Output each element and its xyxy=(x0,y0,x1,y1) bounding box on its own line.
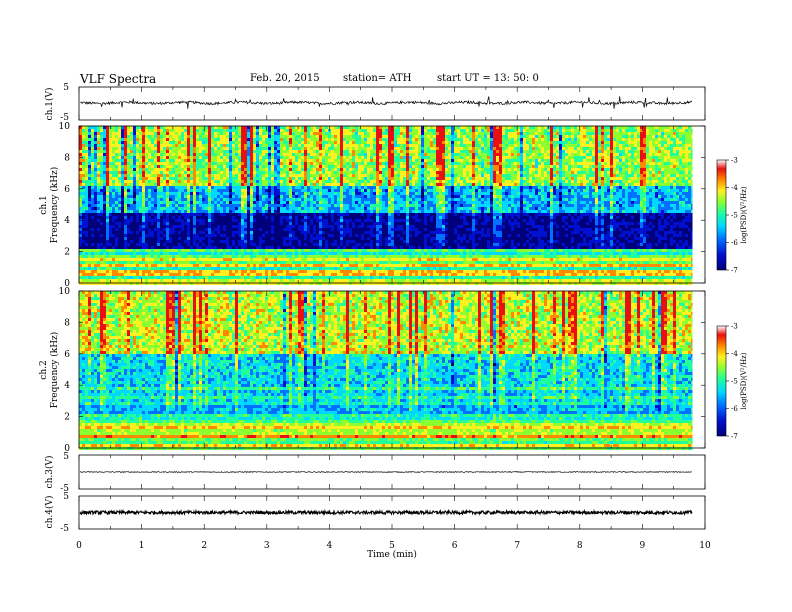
ch1-colorbar-label: log(PSD)(V²/Hz) xyxy=(740,186,748,243)
spectrogram-ytick-6: 6 xyxy=(64,350,70,360)
time-tick-label-8: 8 xyxy=(577,541,583,551)
ch4-trace xyxy=(80,511,692,514)
ch4-waveform-panel: 5 -5 ch.4(V) xyxy=(44,492,705,534)
time-tick-label-9: 9 xyxy=(640,541,646,551)
ch1-channel-label: ch.1 xyxy=(39,195,49,214)
ch1-waveform-line xyxy=(80,96,692,108)
spectrogram-ytick-4: 4 xyxy=(64,216,70,226)
spectrogram-ytick-2: 2 xyxy=(64,248,70,258)
spectrogram-ytick-6: 6 xyxy=(64,185,70,195)
ch2-frequency-label: Frequency (kHz) xyxy=(49,332,60,409)
time-tick-label-1: 1 xyxy=(139,541,145,551)
time-tick-label-2: 2 xyxy=(201,541,207,551)
colorbar-tick--4: -4 xyxy=(731,350,738,358)
ch4-ytick-top: 5 xyxy=(63,492,69,502)
ch2-colorbar-ticks: -3 -4 -5 -6 -7 xyxy=(726,323,738,441)
ch2-colorbar: -3 -4 -5 -6 -7 log(PSD)(V²/Hz) xyxy=(717,323,748,441)
colorbar-tick--6: -6 xyxy=(731,405,738,413)
ch3-trace xyxy=(80,472,692,473)
ch3-waveform-line xyxy=(80,472,692,473)
time-tick-label-4: 4 xyxy=(327,541,333,551)
colorbar-tick--4: -4 xyxy=(731,184,738,192)
spectrogram-ytick-4: 4 xyxy=(64,381,70,391)
ch2-spectrogram-heatmap xyxy=(79,291,692,450)
ch1-spectrogram-heatmap xyxy=(79,126,692,285)
ch3-waveform-panel: 5 -5 ch.3(V) xyxy=(44,452,705,494)
ch3-ytick-top: 5 xyxy=(63,452,69,462)
ch1-ytick-top: 5 xyxy=(63,83,69,93)
time-axis-label: Time (min) xyxy=(367,549,417,560)
time-tick-label-0: 0 xyxy=(76,541,82,551)
ch1-colorbar: -3 -4 -5 -6 -7 log(PSD)(V²/Hz) xyxy=(717,157,748,275)
ch1-colorbar-gradient xyxy=(717,160,726,270)
ch1-waveform-panel: 5 -5 ch.1(V) xyxy=(44,83,705,123)
colorbar-tick--5: -5 xyxy=(731,378,738,386)
ch1-colorbar-ticks: -3 -4 -5 -6 -7 xyxy=(726,157,738,275)
ch2-colorbar-label: log(PSD)(V²/Hz) xyxy=(740,352,748,409)
time-tick-label-7: 7 xyxy=(514,541,520,551)
spectrogram-ytick-8: 8 xyxy=(64,153,70,163)
ch2-colorbar-gradient xyxy=(717,326,726,436)
spectrogram-ytick-10: 10 xyxy=(59,287,71,297)
colorbar-tick--3: -3 xyxy=(731,157,738,165)
ch1-frequency-label: Frequency (kHz) xyxy=(49,167,60,244)
ch4-waveform-line xyxy=(80,511,692,514)
colorbar-tick--7: -7 xyxy=(731,267,738,275)
ch4-ytick-bottom: -5 xyxy=(60,524,69,534)
colorbar-tick--5: -5 xyxy=(731,212,738,220)
ch4-waveform-ylabel: ch.4(V) xyxy=(44,496,55,529)
time-tick-label-6: 6 xyxy=(452,541,458,551)
ch2-channel-label: ch.2 xyxy=(39,360,49,379)
colorbar-tick--7: -7 xyxy=(731,433,738,441)
colorbar-tick--6: -6 xyxy=(731,239,738,247)
spectrogram-ytick-10: 10 xyxy=(59,122,71,132)
ch1-waveform-ylabel: ch.1(V) xyxy=(44,88,55,121)
spectrogram-ytick-2: 2 xyxy=(64,413,70,423)
spectrogram-ytick-8: 8 xyxy=(64,318,70,328)
ch1-trace xyxy=(80,96,692,108)
ch3-waveform-ylabel: ch.3(V) xyxy=(44,456,55,489)
colorbar-tick--3: -3 xyxy=(731,323,738,331)
time-tick-label-10: 10 xyxy=(699,541,711,551)
time-tick-label-3: 3 xyxy=(264,541,270,551)
vlf-spectra-figure: 5 -5 ch.1(V) 0 2 4 6 8 10 ch.1 Frequency (kHz… xyxy=(0,0,792,612)
